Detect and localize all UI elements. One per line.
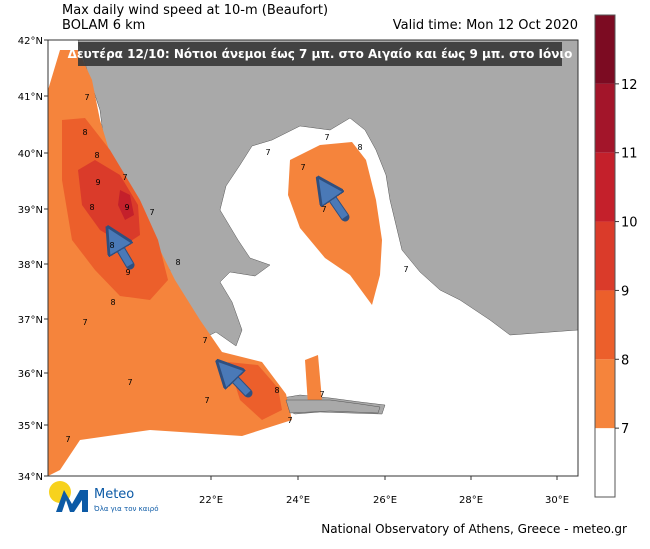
crete-cover [285,399,381,414]
contour-label: 8 [175,258,180,267]
lon-label: 22°E [199,495,223,506]
wind-10-ionian [118,190,134,220]
wind-arrow [226,370,251,396]
contour-label: 7 [84,93,89,102]
colorbar-segment [595,15,615,84]
colorbar-frame [594,14,616,498]
contour-label: 8 [89,203,94,212]
logo-tagline: Όλα για τον καιρό [93,505,159,513]
colorbar-segment [595,290,615,360]
contour-label: 7 [324,133,329,142]
lat-label: 36°N [18,369,43,380]
footer: National Observatory of Athens, Greece -… [321,522,627,536]
lat-label: 34°N [18,472,43,483]
wind-arrow [325,188,348,219]
lat-label: 40°N [18,149,43,160]
colorbar-segment [595,221,615,291]
colorbar-label: 10 [621,216,638,231]
colorbar-label: 8 [621,353,629,368]
lon-label: 24°E [286,495,310,506]
contour-label: 7 [204,396,209,405]
contour-label: 9 [124,203,129,212]
contour-label: 7 [149,208,154,217]
contour-label: 8 [110,298,115,307]
valid-time: Valid time: Mon 12 Oct 2020 [393,18,578,33]
colorbar-segment [595,359,615,429]
lon-label: 26°E [373,495,397,506]
contour-label: 7 [202,336,207,345]
lat-label: 38°N [18,260,43,271]
colorbar-label: 7 [621,422,629,437]
lat-label: 42°N [18,36,43,47]
contour-label: 8 [82,128,87,137]
colorbar-label: 9 [621,284,629,299]
contour-label: 9 [95,178,100,187]
contour-label: 7 [82,318,87,327]
contour-label: 7 [321,205,326,214]
colorbar-label: 12 [621,78,638,93]
contour-label: 8 [357,143,362,152]
contour-label: 7 [65,435,70,444]
colorbar-segment [595,428,615,497]
title: Max daily wind speed at 10-m (Beaufort) [62,3,328,18]
wind-7-aegean [288,142,382,305]
banner-box [78,42,562,66]
contour-label: 7 [300,163,305,172]
contour-label: 7 [127,378,132,387]
contour-label: 8 [274,386,279,395]
banner: Δευτέρα 12/10: Νότιοι άνεμοι έως 7 μπ. σ… [68,47,573,61]
contour-label: 7 [287,416,292,425]
contour-label: 8 [109,241,114,250]
lon-label: 30°E [545,495,569,506]
wind-arrow [114,238,130,267]
contour-label: 7 [122,173,127,182]
lon-label: 28°E [459,495,483,506]
logo-name: Meteo [94,487,134,502]
colorbar-label: 11 [621,147,638,162]
lat-label: 41°N [18,92,43,103]
colorbar-segment [595,83,615,153]
contour-label: 7 [403,265,408,274]
contour-label: 9 [125,268,130,277]
contour-label: 7 [265,148,270,157]
lat-label: 37°N [18,315,43,326]
lat-label: 35°N [18,421,43,432]
colorbar-segment [595,152,615,222]
contour-label: 7 [319,390,324,399]
map-frame [47,39,579,477]
logo-mark [56,490,88,512]
subtitle: BOLAM 6 km [62,18,145,33]
wind-7-crete-east [305,355,322,405]
map-area: 7 8 8 9 8 7 9 8 9 8 7 7 7 8 7 7 7 8 7 7 7 7 7 8 7 7 [48,40,578,476]
contour-label: 8 [94,151,99,160]
lat-label: 39°N [18,205,43,216]
